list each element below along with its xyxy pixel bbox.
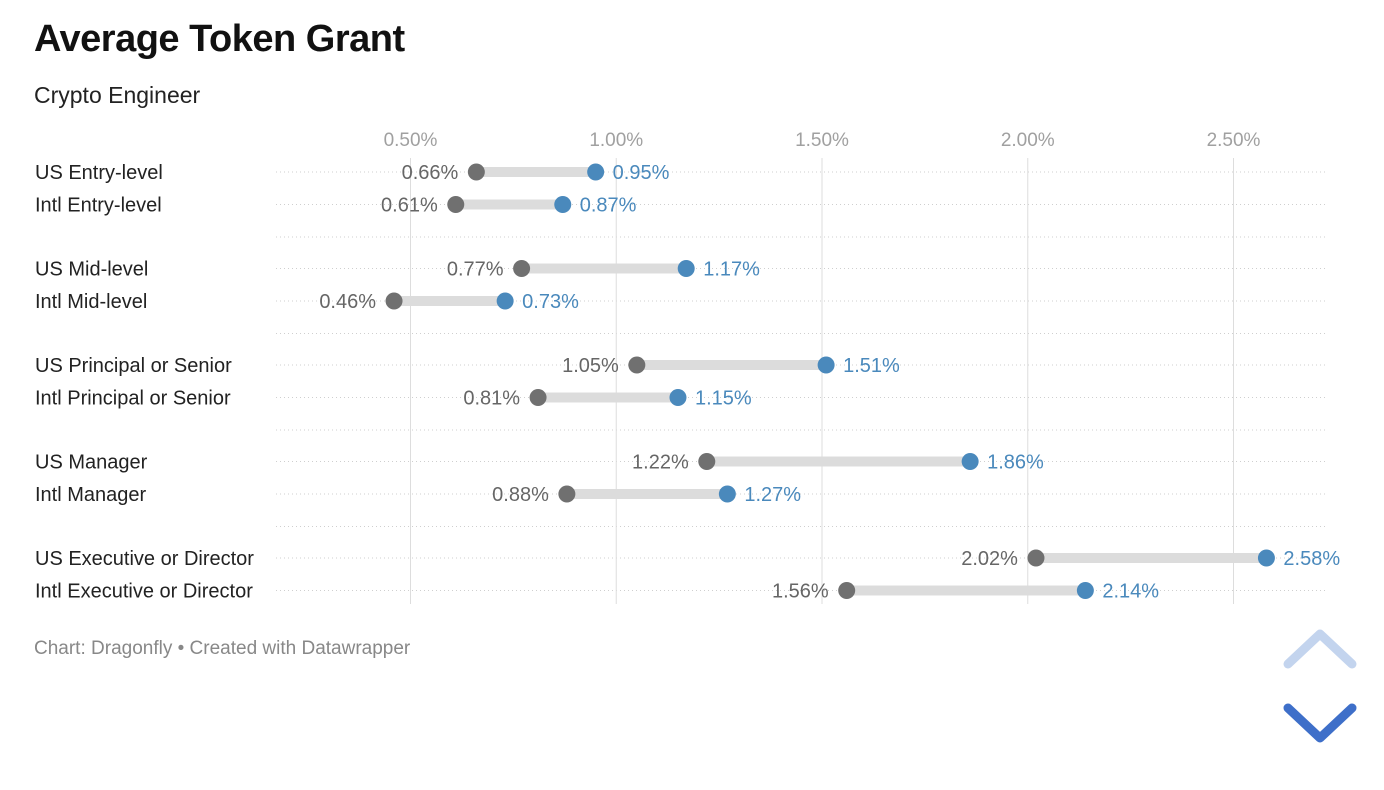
high-dot	[817, 356, 835, 374]
low-dot	[513, 260, 531, 277]
row-label: US Entry-level	[35, 162, 163, 184]
high-dot	[496, 292, 514, 310]
low-dot	[838, 582, 856, 599]
range-bar	[394, 296, 506, 306]
row-label: Intl Principal or Senior	[35, 388, 231, 410]
x-tick-label: 2.50%	[1207, 130, 1261, 151]
range-bar	[521, 263, 687, 274]
chart-subtitle: Crypto Engineer	[34, 82, 201, 108]
low-dot	[529, 389, 547, 406]
chevron-down-icon	[1283, 703, 1357, 743]
row-label: Intl Executive or Director	[35, 581, 253, 603]
chart-title: Average Token Grant	[34, 18, 405, 60]
scroll-down-button[interactable]	[1282, 698, 1358, 748]
low-dot	[698, 453, 716, 470]
high-dot	[587, 163, 605, 181]
low-dot	[447, 196, 465, 213]
low-value-label: 0.66%	[402, 162, 459, 184]
row-label: US Manager	[35, 452, 148, 474]
low-dot	[558, 485, 576, 503]
range-bar	[706, 456, 971, 467]
range-bar	[455, 199, 563, 210]
range-bar	[846, 585, 1086, 596]
low-value-label: 2.02%	[961, 548, 1018, 570]
low-value-label: 1.22%	[632, 452, 689, 474]
high-value-label: 1.51%	[843, 355, 900, 377]
range-bar	[566, 489, 728, 499]
row-label: Intl Manager	[35, 484, 147, 506]
high-value-label: 1.27%	[744, 484, 801, 506]
x-tick-label: 1.50%	[795, 130, 849, 151]
low-value-label: 1.05%	[562, 355, 619, 377]
high-dot	[669, 389, 687, 406]
low-dot	[1027, 549, 1045, 567]
scroll-up-button[interactable]	[1282, 624, 1358, 674]
high-value-label: 0.87%	[580, 195, 637, 217]
low-value-label: 0.88%	[492, 484, 549, 506]
dot-range-chart: 0.50% 1.00% 1.50% 2.00% 2.50% US Entry-level 0…	[35, 130, 1340, 604]
chart-source-credit: Chart: Dragonfly • Created with Datawrap…	[34, 638, 411, 659]
low-dot	[385, 292, 403, 310]
low-value-label: 0.46%	[319, 291, 376, 313]
high-value-label: 1.15%	[695, 388, 752, 410]
low-dot	[628, 356, 646, 374]
high-dot	[554, 196, 572, 213]
high-value-label: 1.86%	[987, 452, 1044, 474]
high-value-label: 0.73%	[522, 291, 579, 313]
row-label: US Principal or Senior	[35, 355, 232, 377]
low-dot	[467, 163, 485, 181]
range-bar	[538, 392, 678, 403]
high-value-label: 2.14%	[1102, 581, 1159, 603]
high-dot	[1257, 549, 1275, 567]
high-value-label: 2.58%	[1283, 548, 1340, 570]
high-dot	[1076, 582, 1094, 599]
x-tick-label: 0.50%	[384, 130, 438, 151]
high-dot	[718, 485, 736, 503]
range-bar	[1035, 553, 1267, 563]
row-label: Intl Entry-level	[35, 195, 162, 217]
low-value-label: 0.81%	[463, 388, 520, 410]
row-label: US Executive or Director	[35, 548, 254, 570]
low-value-label: 0.77%	[447, 259, 504, 281]
low-value-label: 1.56%	[772, 581, 829, 603]
row-label: US Mid-level	[35, 259, 148, 281]
high-dot	[961, 453, 979, 470]
row-label: Intl Mid-level	[35, 291, 147, 313]
range-bar	[476, 167, 596, 177]
range-bar	[636, 360, 827, 370]
high-dot	[677, 260, 695, 277]
chevron-up-icon	[1283, 629, 1357, 669]
x-tick-label: 2.00%	[1001, 130, 1055, 151]
low-value-label: 0.61%	[381, 195, 438, 217]
high-value-label: 1.17%	[703, 259, 760, 281]
x-tick-label: 1.00%	[589, 130, 643, 151]
high-value-label: 0.95%	[613, 162, 670, 184]
